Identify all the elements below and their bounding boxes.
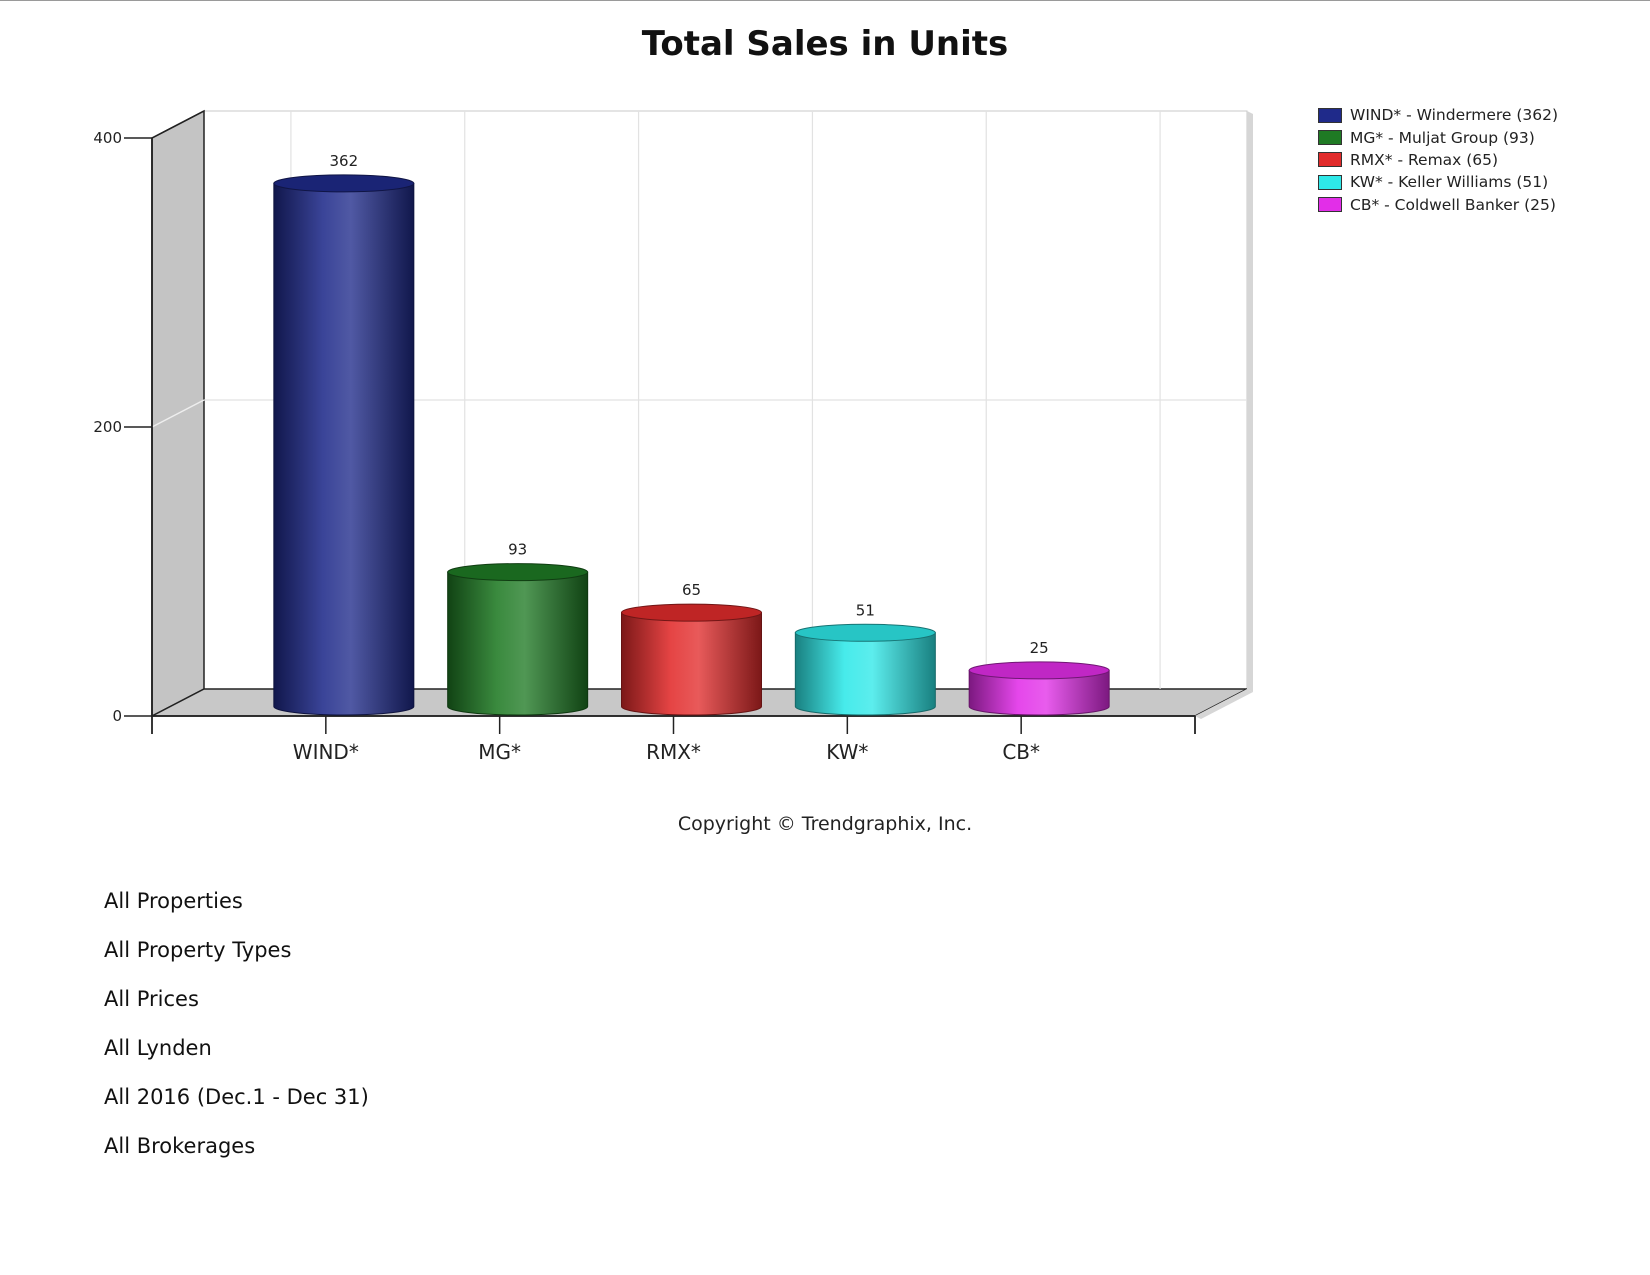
legend-item: CB* - Coldwell Banker (25) — [1318, 194, 1558, 216]
bar-top — [794, 623, 936, 642]
bar-data-label: 51 — [856, 601, 875, 619]
bar — [794, 623, 936, 716]
filter-area: All Lynden — [104, 1036, 212, 1060]
legend-swatch — [1318, 130, 1342, 146]
chart-floor-edge — [1195, 689, 1253, 719]
legend-item: RMX* - Remax (65) — [1318, 149, 1558, 171]
bar-body — [968, 669, 1110, 716]
filter-prices: All Prices — [104, 987, 199, 1011]
bar-data-label: 362 — [330, 152, 359, 170]
chart-top-edge — [151, 110, 205, 139]
legend-swatch — [1318, 152, 1342, 168]
bar-top — [621, 603, 762, 622]
legend-item: KW* - Keller Williams (51) — [1318, 171, 1558, 193]
chart-bars — [273, 174, 1110, 716]
bar — [273, 174, 415, 716]
filter-property-types: All Property Types — [104, 938, 292, 962]
x-tick-label: CB* — [1002, 740, 1040, 764]
x-tick-label: KW* — [826, 740, 868, 764]
gridline-side — [151, 399, 205, 428]
legend-label: KW* - Keller Williams (51) — [1350, 173, 1549, 192]
bar-body — [447, 571, 589, 716]
bar-body — [794, 632, 936, 716]
y-tick-label: 400 — [93, 129, 122, 147]
bar-body — [621, 612, 762, 716]
x-tick-label: WIND* — [293, 740, 359, 764]
legend-item: WIND* - Windermere (362) — [1318, 104, 1558, 126]
x-tick-label: RMX* — [646, 740, 701, 764]
bar-data-label: 65 — [682, 581, 701, 599]
bar — [968, 661, 1110, 716]
chart-title: Total Sales in Units — [641, 24, 1009, 64]
legend-label: WIND* - Windermere (362) — [1350, 106, 1559, 125]
legend-swatch — [1318, 107, 1342, 123]
filter-date-range: All 2016 (Dec.1 - Dec 31) — [104, 1085, 369, 1109]
y-tick-label: 200 — [93, 418, 122, 436]
bar-data-label: 25 — [1030, 639, 1049, 657]
bar-top — [968, 661, 1110, 680]
chart-legend: WIND* - Windermere (362) MG* - Muljat Gr… — [1318, 104, 1558, 216]
bar — [621, 603, 762, 716]
bar-top — [273, 174, 415, 193]
chart-labels: 0 200 400 362 WIND* 93 MG* 65 RMX* 51 KW* 25 CB* — [93, 129, 1048, 764]
legend-swatch — [1318, 197, 1342, 213]
legend-label: MG* - Muljat Group (93) — [1350, 128, 1535, 147]
chart-axes — [124, 110, 1196, 734]
bar — [447, 563, 589, 716]
bar-data-label: 93 — [508, 541, 527, 559]
legend-item: MG* - Muljat Group (93) — [1318, 126, 1558, 148]
top-border-line — [0, 0, 1650, 1]
filter-summary: All Properties All Property Types All Pr… — [104, 888, 369, 1182]
x-tick-label: MG* — [478, 740, 521, 764]
legend-swatch — [1318, 174, 1342, 190]
bar-body — [273, 182, 415, 716]
bar-top — [447, 563, 589, 582]
bar-chart: 0 200 400 362 WIND* 93 MG* 65 RMX* 51 KW* 25 CB* — [93, 109, 1253, 764]
legend-label: RMX* - Remax (65) — [1350, 150, 1499, 169]
y-tick-label: 0 — [112, 707, 122, 725]
filter-brokerages: All Brokerages — [104, 1134, 256, 1158]
legend-label: CB* - Coldwell Banker (25) — [1350, 195, 1556, 214]
filter-properties: All Properties — [104, 889, 243, 913]
copyright-notice: Copyright © Trendgraphix, Inc. — [677, 813, 973, 835]
chart-right-edge — [1247, 111, 1253, 692]
